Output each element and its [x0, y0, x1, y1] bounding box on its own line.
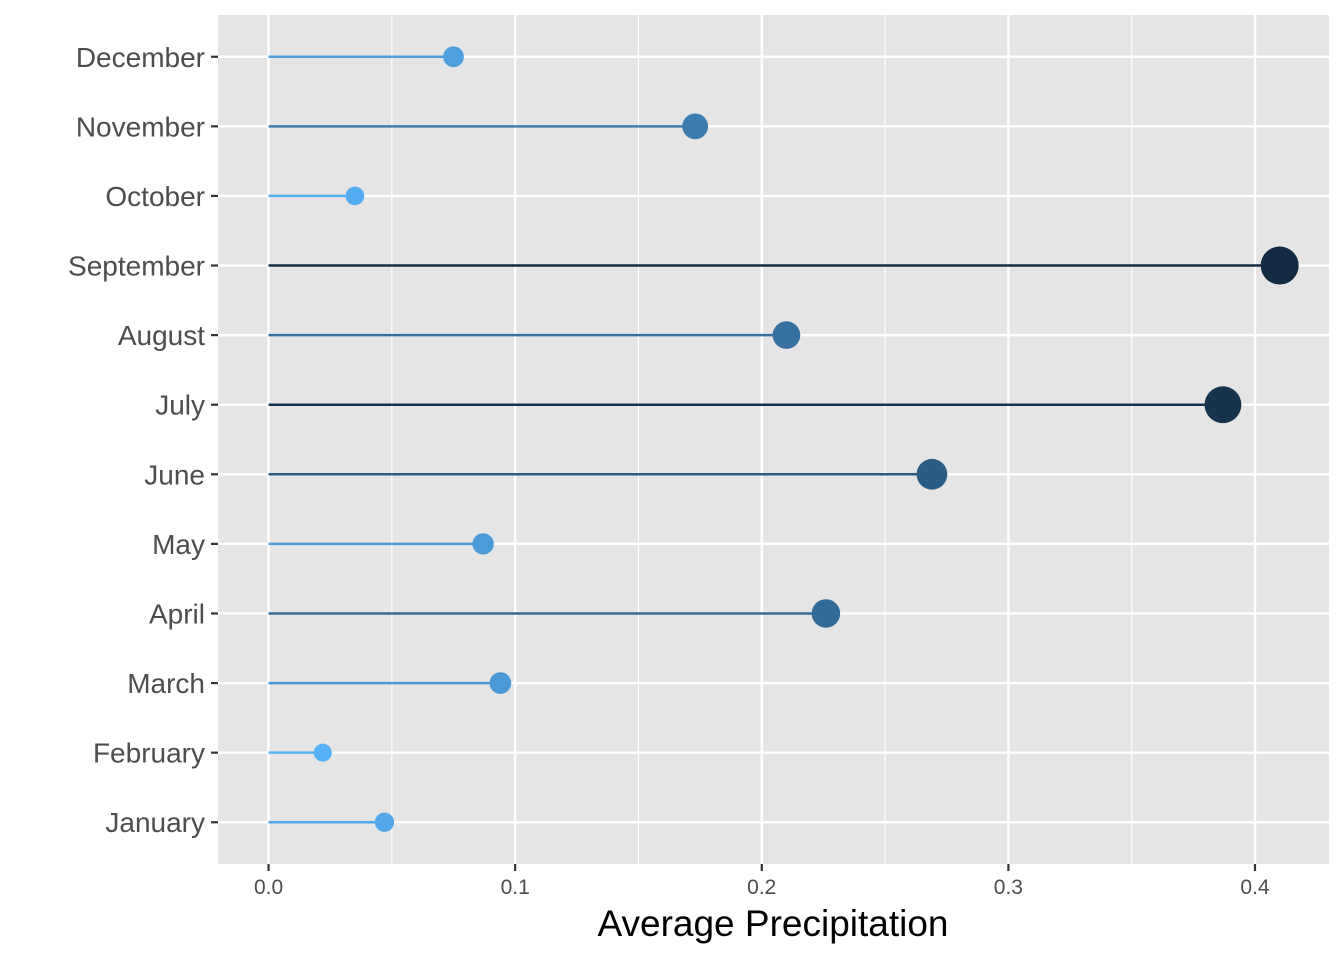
y-tick-label-june: June [144, 459, 205, 490]
grid-minor [391, 15, 1133, 864]
point-april [811, 599, 841, 628]
x-tick-label: 0.3 [994, 876, 1023, 899]
x-tick-label: 0.1 [501, 876, 530, 899]
y-tick-label-august: August [118, 320, 205, 351]
y-tick-label-september: September [68, 251, 205, 282]
x-axis: 0.0 0.1 0.2 0.3 0.4 [254, 864, 1270, 899]
y-tick-label-october: October [105, 181, 205, 212]
x-axis-title: Average Precipitation [597, 903, 948, 944]
y-tick-label-november: November [76, 111, 205, 142]
y-tick-label-january: January [105, 807, 205, 838]
point-june [916, 458, 948, 490]
y-tick-label-march: March [127, 668, 205, 699]
point-august [772, 321, 801, 349]
plot-panel [218, 15, 1329, 864]
point-february [313, 743, 332, 762]
y-tick-label-april: April [149, 598, 205, 629]
y-tick-label-february: February [93, 738, 205, 769]
y-axis: January February March April May June July Augu… [68, 42, 218, 838]
y-tick-label-may: May [152, 529, 205, 560]
point-may [472, 533, 494, 555]
lollipop-marks [268, 46, 1299, 832]
point-july [1204, 386, 1242, 424]
point-october [345, 186, 365, 206]
x-tick-label: 0.2 [747, 876, 776, 899]
point-december [443, 46, 464, 68]
point-november [682, 113, 709, 140]
point-september [1260, 246, 1299, 285]
point-january [374, 812, 395, 832]
y-tick-label-december: December [76, 42, 205, 73]
x-tick-label: 0.0 [254, 876, 283, 899]
point-march [489, 672, 512, 694]
y-tick-label-july: July [155, 390, 205, 421]
x-tick-label: 0.4 [1240, 876, 1270, 899]
